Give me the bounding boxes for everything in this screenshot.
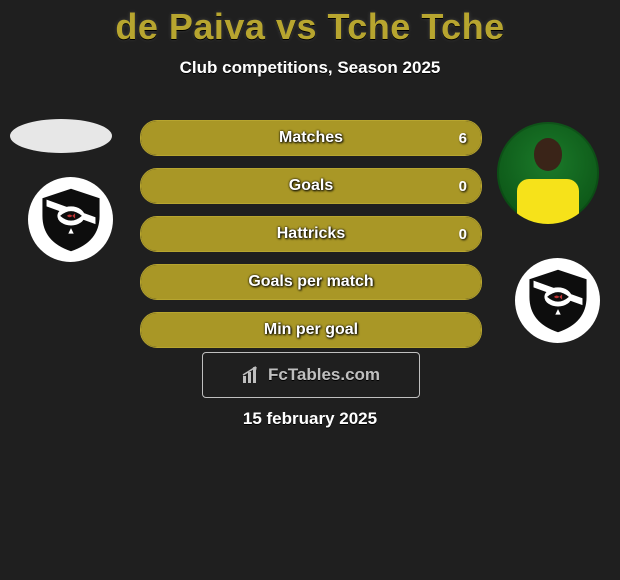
stat-bars: Matches 6 Goals 0 Hattricks 0 Goals per … — [140, 120, 480, 360]
stat-row-hattricks: Hattricks 0 — [140, 216, 482, 252]
stat-label: Hattricks — [141, 217, 481, 251]
date-label: 15 february 2025 — [0, 409, 620, 429]
stat-row-matches: Matches 6 — [140, 120, 482, 156]
player-head-icon — [534, 138, 563, 171]
stat-label: Goals — [141, 169, 481, 203]
left-team-crest — [28, 177, 113, 262]
stat-label: Min per goal — [141, 313, 481, 347]
stat-row-min-per-goal: Min per goal — [140, 312, 482, 348]
stat-value-right: 0 — [459, 169, 467, 203]
crest-icon — [37, 186, 105, 254]
comparison-infographic: de Paiva vs Tche Tche Club competitions,… — [0, 0, 620, 580]
stat-row-goals-per-match: Goals per match — [140, 264, 482, 300]
right-team-crest — [515, 258, 600, 343]
page-title: de Paiva vs Tche Tche — [0, 0, 620, 48]
left-player-avatar — [10, 119, 112, 153]
right-player-avatar — [497, 122, 599, 224]
crest-icon — [524, 267, 592, 335]
stat-label: Goals per match — [141, 265, 481, 299]
stat-row-goals: Goals 0 — [140, 168, 482, 204]
watermark-badge: FcTables.com — [202, 352, 420, 398]
player-shirt-icon — [517, 179, 578, 224]
stat-value-right: 0 — [459, 217, 467, 251]
stat-label: Matches — [141, 121, 481, 155]
watermark-text: FcTables.com — [268, 365, 380, 385]
page-subtitle: Club competitions, Season 2025 — [0, 58, 620, 78]
stat-value-right: 6 — [459, 121, 467, 155]
bars-icon — [242, 366, 262, 384]
